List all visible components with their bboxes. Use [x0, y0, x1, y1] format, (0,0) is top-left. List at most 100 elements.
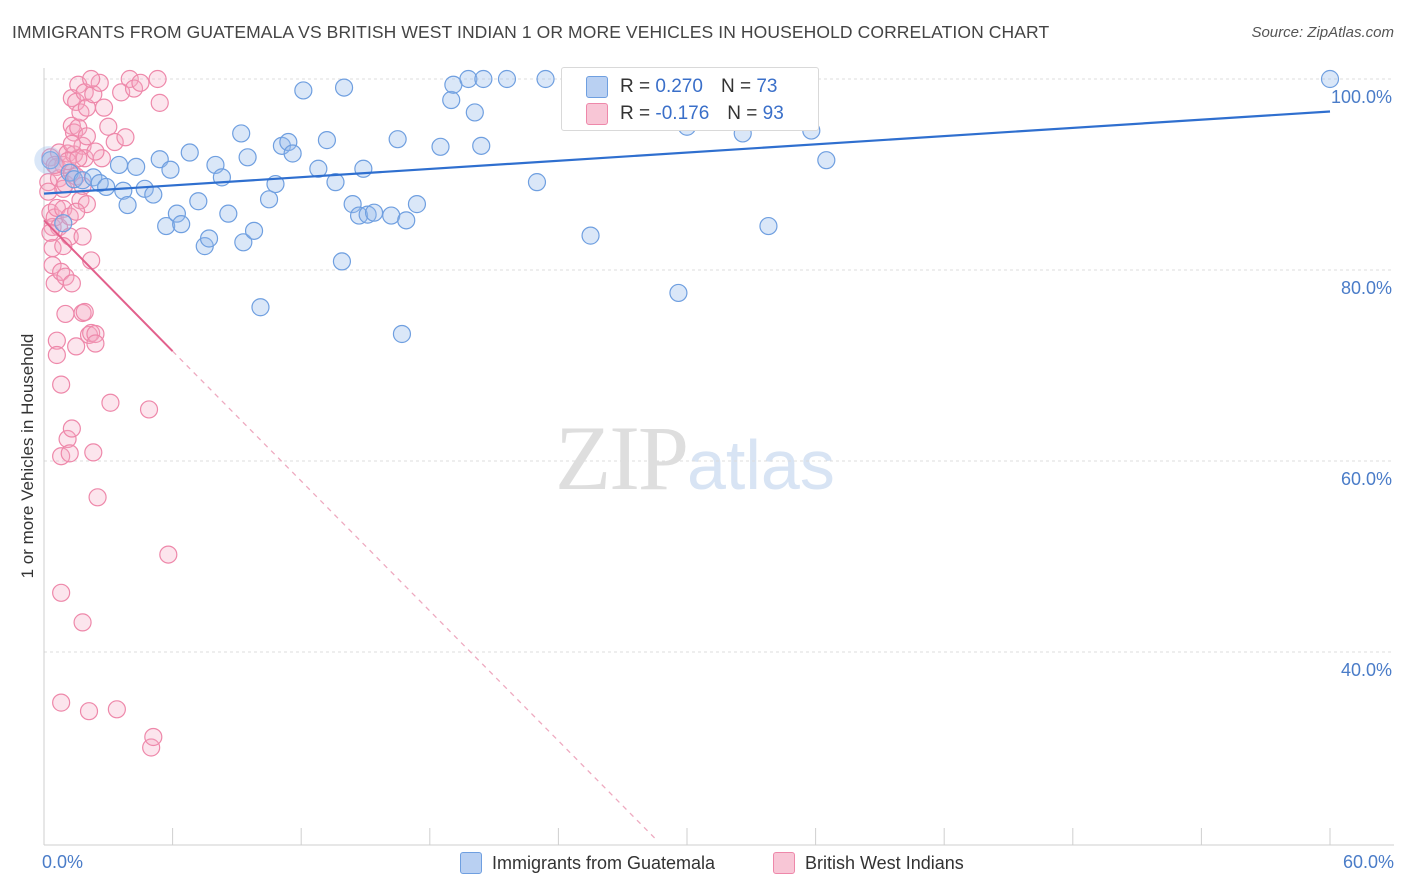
guatemala-point-34	[279, 132, 298, 152]
legend-row-bwi: R = -0.176 N = 93	[586, 102, 784, 126]
bwi-point-11	[47, 331, 66, 350]
legend-swatch-blue	[586, 76, 608, 98]
legend-n-value: 93	[762, 103, 784, 124]
bottom-legend-swatch-blue	[460, 852, 482, 874]
guatemala-point-31	[259, 190, 279, 209]
guatemala-point-59	[497, 69, 517, 89]
bottom-legend-guatemala: Immigrants from Guatemala	[460, 852, 715, 874]
guatemala-point-37	[309, 159, 328, 178]
bwi-point-57	[82, 251, 101, 270]
guatemala-point-18	[172, 215, 191, 234]
guatemala-point-30	[251, 298, 270, 317]
guatemala-point-8	[109, 155, 129, 175]
guatemala-point-42	[343, 195, 362, 214]
guatemala-point-19	[180, 143, 199, 162]
bwi-point-87	[62, 134, 81, 154]
bwi-point-75	[139, 400, 159, 419]
bwi-point-62	[86, 334, 105, 353]
y-axis-label: 1 or more Vehicles in Household	[18, 333, 37, 579]
legend-r-label: R =	[620, 76, 651, 97]
bwi-point-47	[73, 227, 92, 246]
guatemala-point-26	[232, 124, 251, 143]
guatemala-point-49	[392, 324, 412, 344]
bwi-point-90	[67, 202, 86, 221]
guatemala-point-40	[332, 252, 352, 271]
y-tick-label-60: 60.0%	[1340, 469, 1392, 489]
bwi-point-91	[52, 693, 71, 712]
bwi-point-85	[82, 69, 101, 89]
bottom-legend-label: Immigrants from Guatemala	[492, 852, 716, 873]
guatemala-point-15	[157, 216, 176, 236]
bwi-point-56	[79, 702, 99, 721]
guatemala-point-50	[397, 211, 416, 230]
x-tick-label-max: 60.0%	[1342, 852, 1394, 872]
bwi-trend-extension	[172, 350, 656, 839]
bwi-trend-line	[43, 219, 174, 352]
watermark-zip: ZIP	[555, 407, 689, 509]
bwi-point-69	[107, 700, 126, 719]
bottom-legend-bwi: British West Indians	[773, 852, 964, 874]
legend-swatch-pink	[586, 103, 608, 125]
bwi-point-92	[86, 142, 105, 161]
guatemala-point-7	[97, 177, 116, 197]
guatemala-point-60	[527, 173, 547, 192]
y-tick-label-40: 40.0%	[1340, 660, 1392, 680]
guatemala-trend-line	[43, 110, 1331, 195]
bwi-point-68	[105, 132, 124, 152]
bwi-point-49	[73, 613, 92, 632]
guatemala-point-28	[238, 148, 257, 167]
legend-n-value: 73	[756, 76, 778, 97]
bwi-point-61	[86, 324, 105, 344]
guatemala-point-47	[382, 206, 401, 225]
bwi-point-86	[41, 223, 60, 242]
guatemala-point-62	[581, 226, 600, 245]
legend-r-value: -0.176	[655, 103, 710, 124]
bwi-point-34	[62, 274, 81, 293]
bwi-point-65	[94, 98, 114, 117]
guatemala-point-41	[334, 78, 354, 97]
guatemala-point-36	[294, 81, 313, 100]
bwi-point-40	[67, 337, 86, 356]
guatemala-point-17	[167, 204, 186, 223]
watermark-atlas: atlas	[687, 426, 835, 504]
legend-r-value: 0.270	[655, 76, 703, 97]
guatemala-point-52	[431, 137, 450, 156]
guatemala-point-38	[317, 131, 337, 150]
guatemala-point-56	[465, 103, 484, 122]
guatemala-point-69	[817, 151, 836, 170]
guatemala-point-63	[669, 283, 688, 303]
guatemala-point-25	[219, 204, 238, 223]
guatemala-point-29	[244, 221, 264, 240]
bwi-point-54	[77, 127, 96, 146]
bwi-point-24	[56, 267, 75, 286]
bwi-point-77	[144, 727, 163, 747]
guatemala-point-39	[326, 173, 345, 192]
bwi-point-64	[90, 73, 109, 92]
guatemala-point-10	[118, 195, 137, 215]
bwi-point-74	[131, 73, 150, 92]
bwi-point-71	[116, 128, 135, 147]
bwi-point-66	[99, 117, 118, 136]
bwi-point-67	[101, 393, 120, 412]
bwi-point-79	[150, 93, 169, 112]
guatemala-point-13	[144, 185, 163, 204]
bwi-point-88	[92, 149, 111, 168]
bwi-point-60	[84, 443, 103, 462]
guatemala-point-46	[364, 203, 384, 222]
legend-r-label: R =	[620, 103, 651, 124]
guatemala-point-27	[234, 233, 253, 252]
bwi-point-89	[54, 237, 73, 256]
legend-n-label: N =	[727, 103, 758, 124]
guatemala-point-53	[442, 90, 461, 110]
bwi-point-35	[62, 419, 81, 438]
guatemala-point-16	[161, 160, 180, 179]
guatemala-point-44	[354, 159, 373, 178]
legend-row-guatemala: R = 0.270 N = 73	[586, 75, 777, 99]
bwi-point-72	[120, 69, 139, 89]
bwi-point-59	[84, 85, 103, 104]
guatemala-point-70	[1320, 69, 1340, 89]
y-tick-label-100: 100.0%	[1330, 87, 1392, 107]
guatemala-point-9	[114, 181, 133, 200]
guatemala-point-55	[459, 69, 478, 89]
